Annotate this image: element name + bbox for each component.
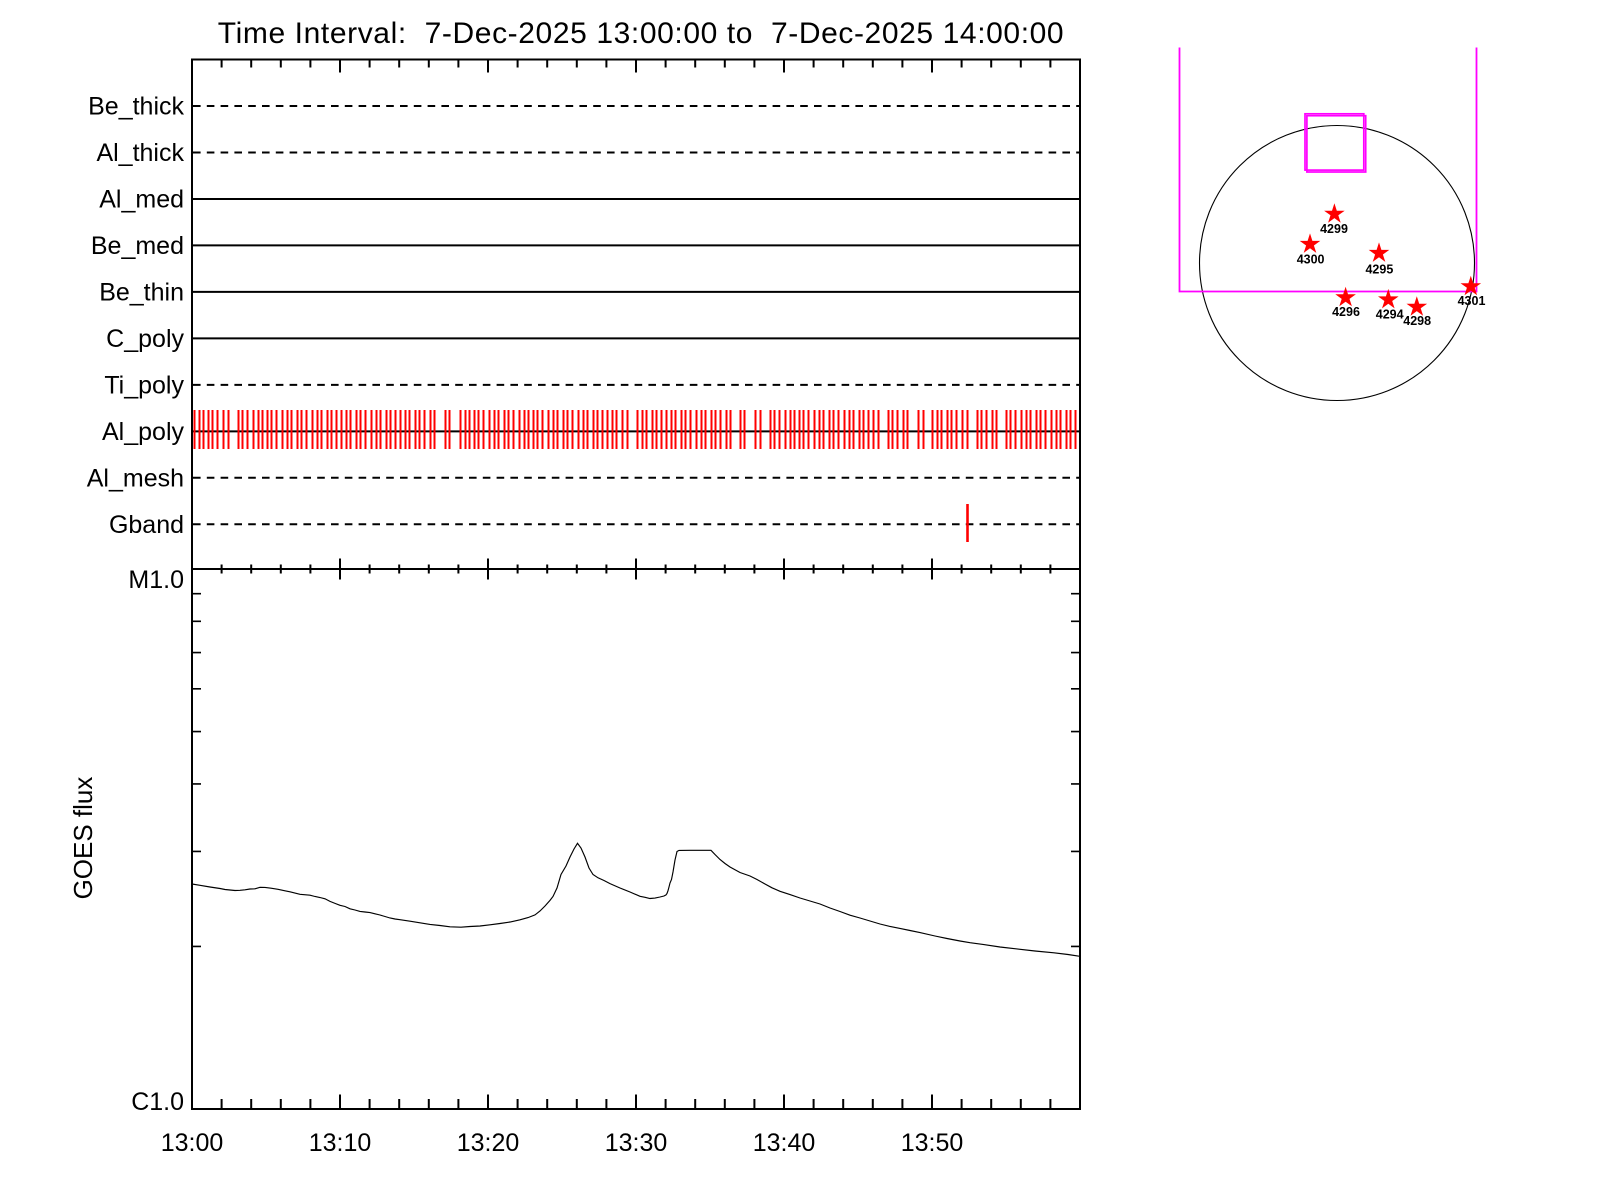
svg-text:Al_thick: Al_thick <box>96 139 184 167</box>
svg-text:4300: 4300 <box>1297 252 1325 266</box>
svg-text:13:40: 13:40 <box>753 1129 816 1157</box>
svg-text:GOES flux: GOES flux <box>68 777 98 900</box>
svg-text:M1.0: M1.0 <box>128 566 184 594</box>
svg-text:Time Interval: 7-Dec-2025 13:: Time Interval: 7-Dec-2025 13:00:00 to 7-… <box>218 17 1064 50</box>
svg-text:13:50: 13:50 <box>901 1129 964 1157</box>
svg-text:4294: 4294 <box>1376 307 1404 321</box>
svg-text:4299: 4299 <box>1320 222 1348 236</box>
svg-text:Be_thin: Be_thin <box>99 279 184 307</box>
svg-text:13:30: 13:30 <box>605 1129 668 1157</box>
svg-text:C_poly: C_poly <box>106 325 184 353</box>
svg-text:4295: 4295 <box>1365 263 1393 277</box>
svg-text:4298: 4298 <box>1403 314 1431 328</box>
svg-text:Al_poly: Al_poly <box>102 418 184 446</box>
svg-text:13:00: 13:00 <box>161 1129 224 1157</box>
svg-text:Be_thick: Be_thick <box>88 93 184 121</box>
svg-text:4296: 4296 <box>1332 305 1360 319</box>
svg-text:13:20: 13:20 <box>457 1129 520 1157</box>
svg-text:C1.0: C1.0 <box>131 1088 184 1116</box>
svg-text:Al_mesh: Al_mesh <box>87 464 184 492</box>
svg-text:Ti_poly: Ti_poly <box>104 372 184 400</box>
svg-text:4301: 4301 <box>1458 294 1486 308</box>
svg-text:Gband: Gband <box>109 511 184 539</box>
svg-text:Al_med: Al_med <box>99 186 184 214</box>
svg-text:Be_med: Be_med <box>91 232 184 260</box>
svg-text:13:10: 13:10 <box>309 1129 372 1157</box>
